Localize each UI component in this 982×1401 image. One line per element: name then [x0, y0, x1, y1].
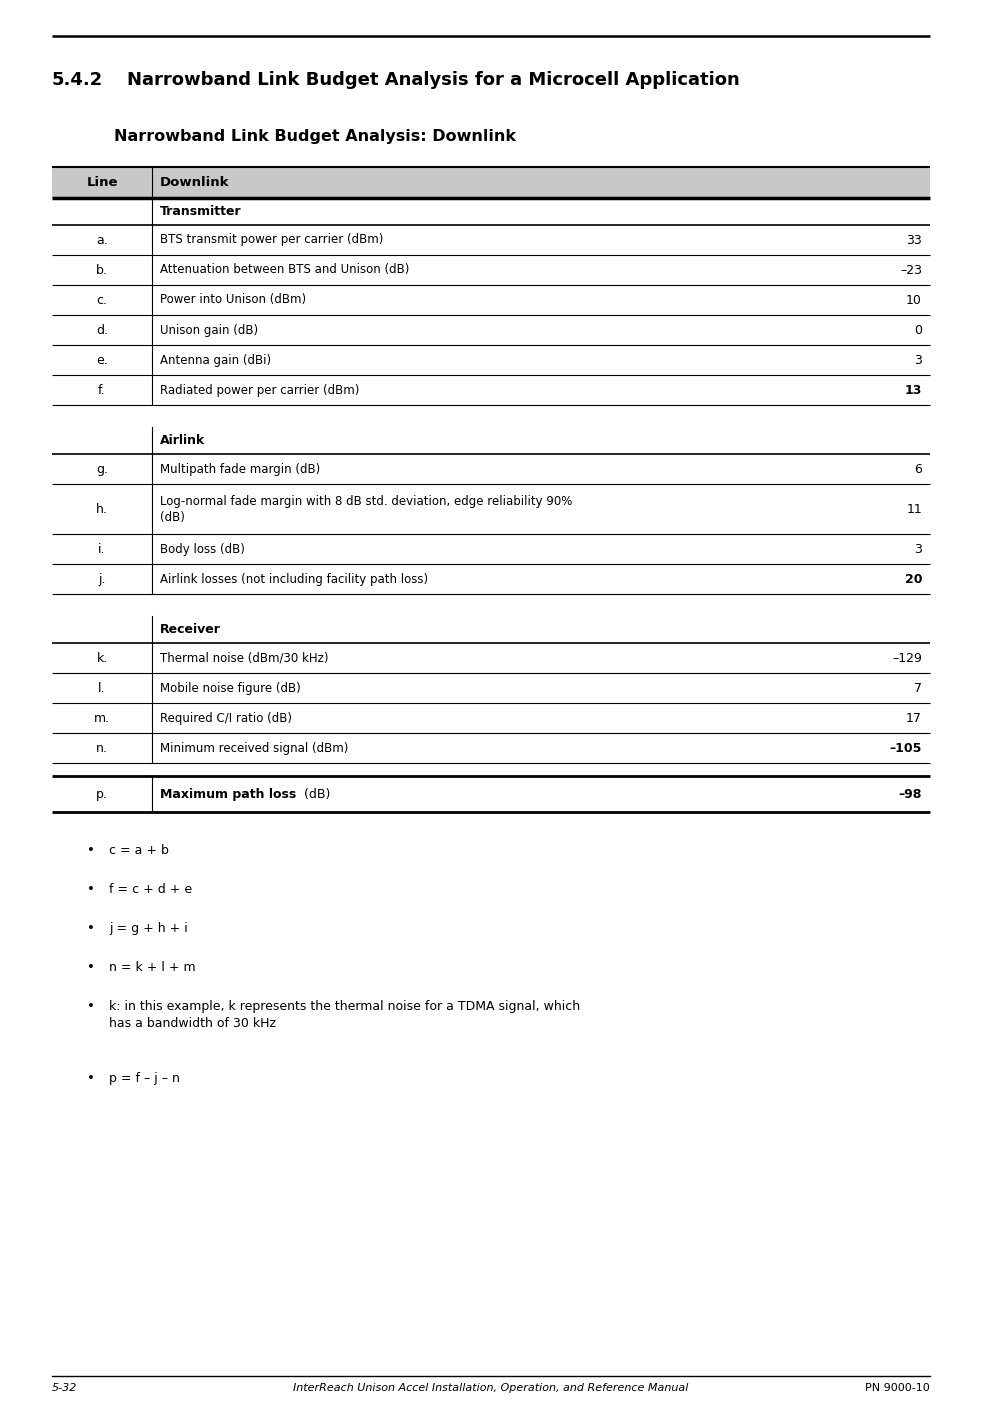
Text: k: in this example, k represents the thermal noise for a TDMA signal, which
has : k: in this example, k represents the the…: [109, 1000, 580, 1030]
Text: BTS transmit power per carrier (dBm): BTS transmit power per carrier (dBm): [160, 234, 383, 247]
Text: 17: 17: [906, 712, 922, 724]
Text: Power into Unison (dBm): Power into Unison (dBm): [160, 293, 306, 307]
Text: –23: –23: [900, 263, 922, 276]
Text: Narrowband Link Budget Analysis: Downlink: Narrowband Link Budget Analysis: Downlin…: [114, 129, 516, 144]
Text: c = a + b: c = a + b: [109, 845, 169, 857]
Text: •: •: [87, 961, 95, 974]
Text: 3: 3: [914, 353, 922, 367]
Text: l.: l.: [98, 681, 106, 695]
Text: –98: –98: [899, 787, 922, 801]
Text: 11: 11: [906, 503, 922, 516]
Text: Antenna gain (dBi): Antenna gain (dBi): [160, 353, 271, 367]
Text: –105: –105: [890, 741, 922, 755]
Text: Radiated power per carrier (dBm): Radiated power per carrier (dBm): [160, 384, 359, 396]
Text: j.: j.: [98, 573, 106, 586]
Text: h.: h.: [96, 503, 108, 516]
Text: 5-32: 5-32: [52, 1383, 78, 1393]
Text: Minimum received signal (dBm): Minimum received signal (dBm): [160, 741, 349, 755]
Text: Line: Line: [86, 177, 118, 189]
Text: i.: i.: [98, 542, 106, 556]
Text: n.: n.: [96, 741, 108, 755]
Text: 20: 20: [904, 573, 922, 586]
Text: Body loss (dB): Body loss (dB): [160, 542, 245, 556]
Text: p.: p.: [96, 787, 108, 801]
Text: n = k + l + m: n = k + l + m: [109, 961, 195, 974]
Text: f.: f.: [98, 384, 106, 396]
Text: •: •: [87, 922, 95, 936]
Text: g.: g.: [96, 462, 108, 475]
Text: 33: 33: [906, 234, 922, 247]
Text: Narrowband Link Budget Analysis for a Microcell Application: Narrowband Link Budget Analysis for a Mi…: [127, 71, 739, 90]
Text: 7: 7: [914, 681, 922, 695]
Text: k.: k.: [96, 651, 108, 664]
Text: 3: 3: [914, 542, 922, 556]
Text: j = g + h + i: j = g + h + i: [109, 922, 188, 936]
Text: f = c + d + e: f = c + d + e: [109, 883, 192, 897]
Text: d.: d.: [96, 324, 108, 336]
Text: 0: 0: [914, 324, 922, 336]
Text: 10: 10: [906, 293, 922, 307]
Text: (dB): (dB): [300, 787, 330, 801]
Text: Multipath fade margin (dB): Multipath fade margin (dB): [160, 462, 320, 475]
Bar: [52, 167, 930, 198]
Text: Attenuation between BTS and Unison (dB): Attenuation between BTS and Unison (dB): [160, 263, 409, 276]
Text: Log-normal fade margin with 8 dB std. deviation, edge reliability 90%
(dB): Log-normal fade margin with 8 dB std. de…: [160, 495, 573, 524]
Text: Maximum path loss: Maximum path loss: [160, 787, 297, 801]
Text: •: •: [87, 1000, 95, 1013]
Text: –129: –129: [892, 651, 922, 664]
Text: •: •: [87, 1072, 95, 1086]
Text: 13: 13: [904, 384, 922, 396]
Text: p = f – j – n: p = f – j – n: [109, 1072, 180, 1086]
Text: 6: 6: [914, 462, 922, 475]
Text: Mobile noise figure (dB): Mobile noise figure (dB): [160, 681, 300, 695]
Text: c.: c.: [96, 293, 107, 307]
Text: Airlink losses (not including facility path loss): Airlink losses (not including facility p…: [160, 573, 428, 586]
Text: •: •: [87, 883, 95, 897]
Text: 5.4.2: 5.4.2: [52, 71, 103, 90]
Text: Required C/I ratio (dB): Required C/I ratio (dB): [160, 712, 292, 724]
Text: Downlink: Downlink: [160, 177, 230, 189]
Text: InterReach Unison Accel Installation, Operation, and Reference Manual: InterReach Unison Accel Installation, Op…: [294, 1383, 688, 1393]
Text: •: •: [87, 845, 95, 857]
Text: Receiver: Receiver: [160, 623, 221, 636]
Text: Unison gain (dB): Unison gain (dB): [160, 324, 258, 336]
Text: b.: b.: [96, 263, 108, 276]
Text: Airlink: Airlink: [160, 434, 205, 447]
Text: PN 9000-10: PN 9000-10: [865, 1383, 930, 1393]
Text: a.: a.: [96, 234, 108, 247]
Text: Transmitter: Transmitter: [160, 205, 242, 219]
Text: Thermal noise (dBm/30 kHz): Thermal noise (dBm/30 kHz): [160, 651, 329, 664]
Text: m.: m.: [94, 712, 110, 724]
Text: e.: e.: [96, 353, 108, 367]
